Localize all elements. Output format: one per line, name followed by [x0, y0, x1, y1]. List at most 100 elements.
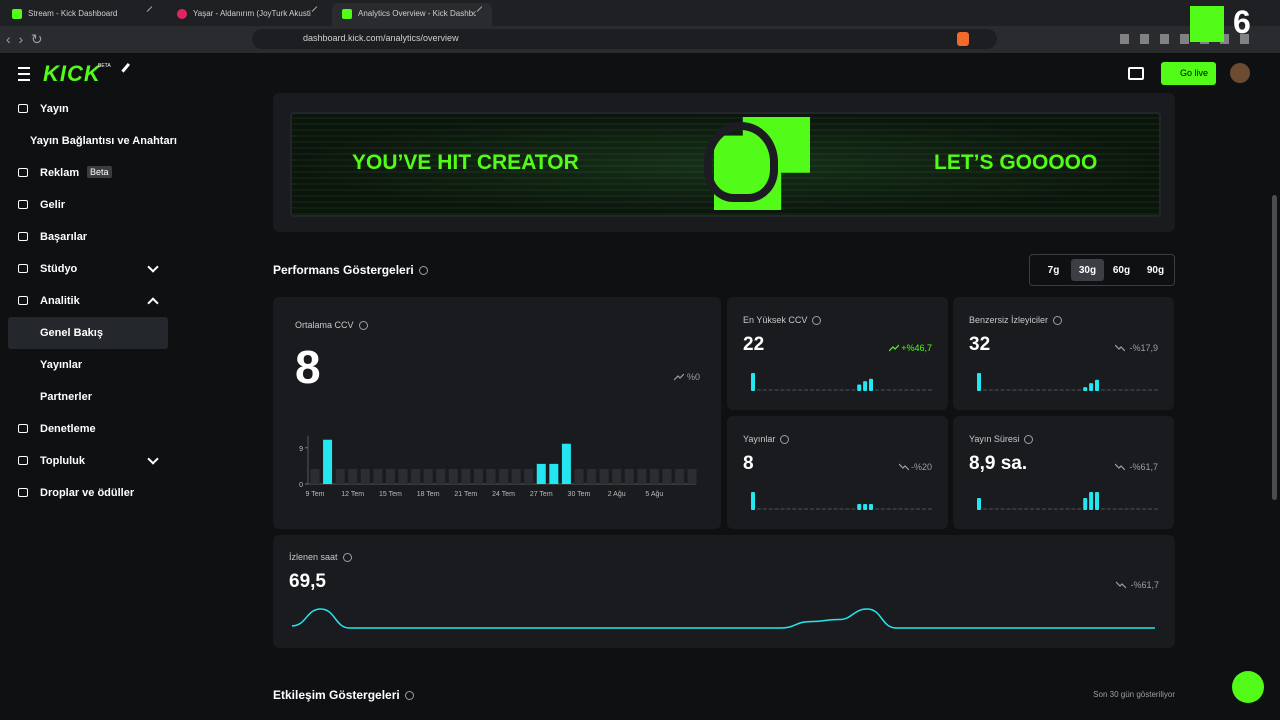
bar-placeholder [423, 469, 433, 484]
watch-hours-card: İzlenen saat 69,5 -%61,7 [273, 535, 1175, 648]
spark-bar [1041, 389, 1046, 391]
tab[interactable]: Analytics Overview - Kick Dashbo [332, 3, 492, 26]
range-button[interactable]: 7g [1037, 259, 1070, 281]
spark-bar [839, 389, 844, 391]
go-live-button[interactable]: Go live [1161, 62, 1216, 85]
spark-bar [774, 389, 779, 391]
spark-bar [874, 508, 879, 510]
nav-label: Stüdyo [40, 263, 78, 275]
url-field[interactable]: dashboard.kick.com/analytics/overview [252, 29, 997, 49]
trend-arrow [899, 463, 910, 471]
nav-item[interactable]: Analitik [8, 285, 168, 317]
nav-item[interactable]: Denetleme [8, 413, 168, 445]
tab[interactable]: Stream - Kick Dashboard [2, 3, 162, 26]
scrollbar[interactable] [1272, 195, 1277, 500]
info-icon[interactable] [1024, 435, 1034, 445]
nav-item[interactable]: Reklam Beta [8, 157, 168, 189]
nav-label: Denetleme [40, 423, 96, 435]
toolbar-icons[interactable] [1120, 34, 1250, 44]
tab[interactable]: Yaşar - Aldanırım (JoyTurk Akustik [167, 3, 327, 26]
info-icon[interactable] [780, 435, 790, 445]
spark-bar [768, 508, 773, 510]
trend-icon [899, 463, 910, 471]
nav-icon [18, 456, 28, 465]
spark-bar [994, 389, 999, 391]
metric-card: Benzersiz İzleyiciler 32 -%17,9 [953, 297, 1174, 410]
x-tick-label: 27 Tem [530, 491, 553, 498]
spark-bar [857, 384, 862, 391]
brave-icon[interactable] [957, 32, 969, 46]
nav-item[interactable]: Gelir [8, 189, 168, 221]
info-icon[interactable] [812, 316, 822, 326]
x-tick-label: 15 Tem [379, 491, 402, 498]
watch-line [291, 608, 1155, 629]
logo[interactable]: KICK [43, 61, 101, 86]
nav-subitem[interactable]: Yayınlar [8, 349, 168, 381]
spark-bar [1006, 389, 1011, 391]
bar-placeholder [335, 469, 345, 484]
nav-item[interactable]: Başarılar [8, 221, 168, 253]
tools-icon[interactable] [121, 62, 138, 80]
nav-item[interactable]: Yayın [8, 93, 168, 125]
spark-bar [815, 508, 820, 510]
sidebar: Yayın Yayın Bağlantısı ve Anahtarı Reklam B… [0, 93, 180, 720]
spark-bar [988, 508, 993, 510]
bar-placeholder [574, 469, 584, 484]
chevron[interactable] [147, 261, 159, 273]
section-title: Performans Göstergeleri [273, 263, 428, 277]
tab-close[interactable] [146, 6, 158, 17]
spark-bar [1142, 508, 1147, 510]
metric-card: En Yüksek CCV 22 +%46,7 [727, 297, 948, 410]
menu-button[interactable] [18, 67, 30, 81]
card-value: 8 [743, 453, 754, 474]
spark-bar [977, 498, 981, 510]
help-button[interactable] [1232, 671, 1264, 703]
nav-item[interactable]: Topluluk [8, 445, 168, 477]
spark-bar [857, 504, 862, 510]
range-button[interactable]: 60g [1105, 259, 1138, 281]
x-tick-label: 2 Ağu [608, 491, 626, 498]
url: dashboard.kick.com/analytics/overview [303, 33, 459, 43]
spark-bar [982, 508, 987, 510]
tab-title: Stream - Kick Dashboard [28, 9, 118, 18]
x-tick-label: 18 Tem [417, 491, 440, 498]
avatar[interactable] [1230, 63, 1250, 83]
spark-bar [1089, 383, 1094, 391]
nav-item[interactable]: Stüdyo [8, 253, 168, 285]
spark-bar [804, 389, 809, 391]
spark-bar [880, 508, 885, 510]
range-button[interactable]: 30g [1071, 259, 1104, 281]
bar [561, 443, 571, 484]
spark-bar [1136, 389, 1141, 391]
info-icon[interactable] [1053, 316, 1063, 326]
spark-bar [1047, 389, 1052, 391]
range-button[interactable]: 90g [1139, 259, 1172, 281]
tab-close[interactable] [476, 6, 488, 17]
spark-bar [815, 389, 820, 391]
card-value: 32 [969, 334, 991, 355]
nav-subitem[interactable]: Partnerler [8, 381, 168, 413]
spark-bar [1136, 508, 1141, 510]
nav-subitem[interactable]: Genel Bakış [8, 317, 168, 349]
spark-bar [928, 508, 932, 510]
trend-arrow [1114, 344, 1125, 352]
nav-buttons[interactable]: ‹ › ↻ [6, 31, 43, 47]
spark-bar [780, 389, 785, 391]
info-icon[interactable] [358, 321, 368, 331]
spark-bar [910, 389, 915, 391]
sparkline [977, 492, 1158, 510]
spark-bar [1154, 389, 1158, 391]
chevron[interactable] [147, 453, 159, 465]
nav-subitem[interactable]: Yayın Bağlantısı ve Anahtarı [8, 125, 177, 157]
tab-icon [342, 9, 352, 19]
nav-item[interactable]: Droplar ve ödüller [8, 477, 168, 509]
tab-close[interactable] [311, 6, 323, 17]
spark-bar [1006, 508, 1011, 510]
chevron[interactable] [147, 297, 159, 309]
bar-placeholder [360, 469, 370, 484]
spark-bar [833, 508, 838, 510]
info-icon[interactable] [342, 553, 352, 563]
spark-bar [1089, 492, 1094, 510]
studio-icon[interactable] [1128, 67, 1144, 80]
